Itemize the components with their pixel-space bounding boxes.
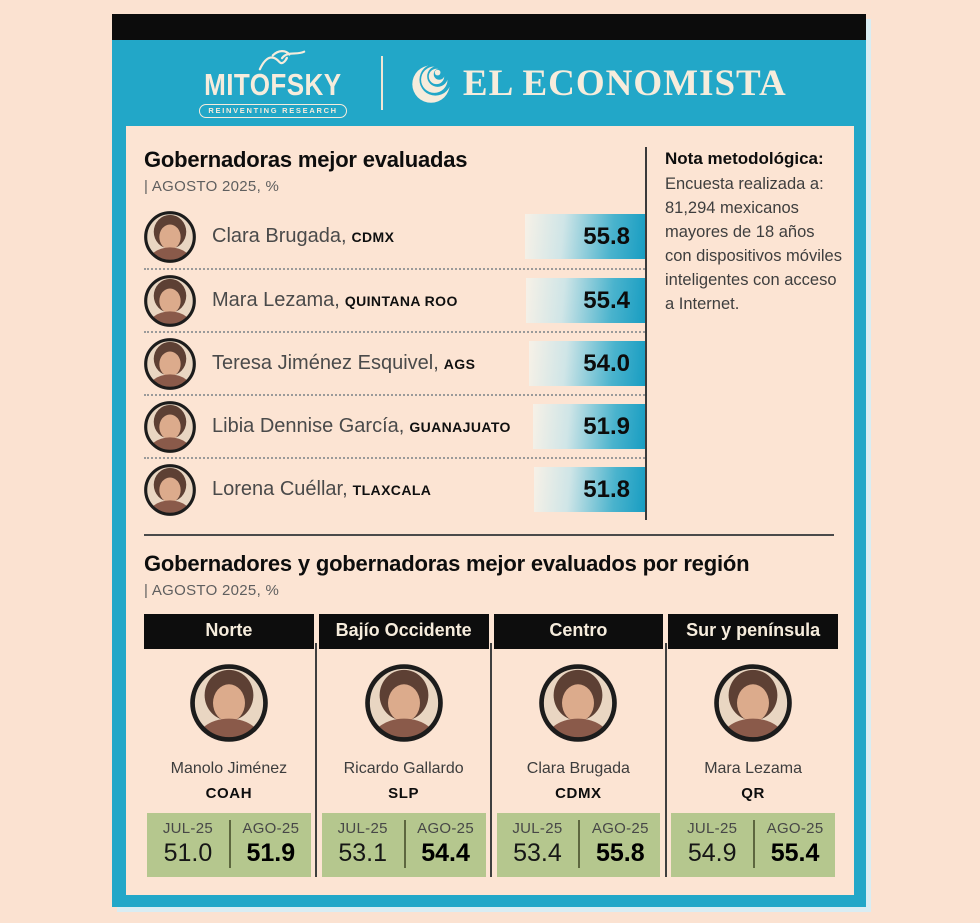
governor-name: Clara Brugada, (212, 225, 347, 247)
region-governor-state: COAH (205, 785, 253, 802)
mitofsky-wordmark: MITOFSKY (204, 67, 342, 103)
score-bar: 54.0 (529, 341, 645, 386)
jul-value: 53.1 (338, 839, 388, 867)
portrait-mara-lezama-region (714, 664, 792, 742)
methodology-note: Nota metodológica: Encuesta realizada a:… (645, 147, 843, 520)
list-item: Libia Dennise García, GUANAJUATO 51.9 (144, 394, 645, 457)
score-bar: 51.8 (534, 467, 645, 512)
mitofsky-logo: MITOFSKY REINVENTING RESEARCH (191, 48, 355, 118)
infographic-card: MITOFSKY REINVENTING RESEARCH EL ECONOMI… (112, 14, 866, 907)
section-divider (144, 534, 834, 536)
score-bar: 51.9 (533, 404, 645, 449)
score-table: JUL-25 53.1 AGO-25 54.4 (321, 813, 486, 877)
portrait-libia-dennise (144, 401, 196, 453)
ago-label: AGO-25 (417, 820, 474, 837)
jul-label: JUL-25 (512, 820, 563, 837)
ago-value: 51.9 (246, 839, 296, 867)
score-bar: 55.8 (525, 214, 645, 259)
governor-state: TLAXCALA (352, 482, 432, 498)
region-governor-name: Clara Brugada (526, 760, 630, 777)
governor-state: AGS (443, 356, 476, 372)
portrait-manolo-jimenez (190, 664, 268, 742)
portrait-teresa-jimenez (144, 338, 196, 390)
ago-value: 55.8 (595, 839, 645, 867)
region-governor-state: SLP (388, 785, 420, 802)
jul-label: JUL-25 (687, 820, 738, 837)
score-bar: 55.4 (526, 278, 645, 323)
jul-value: 53.4 (513, 839, 562, 867)
list-item: Lorena Cuéllar, TLAXCALA 51.8 (144, 457, 645, 520)
mitofsky-horse-icon (258, 50, 306, 71)
section-por-region: Gobernadores y gobernadoras mejor evalua… (140, 551, 843, 877)
jul-label: JUL-25 (337, 820, 388, 837)
section1-subtitle: | AGOSTO 2025, % (144, 178, 280, 195)
region-governor-name: Mara Lezama (704, 760, 803, 777)
portrait-ricardo-gallardo (365, 664, 443, 742)
portrait-clara-brugada (144, 211, 196, 263)
region-governor-state: QR (741, 785, 765, 802)
gobernadoras-ranking: Gobernadoras mejor evaluadas | AGOSTO 20… (140, 147, 645, 520)
methodology-note-title: Nota metodológica: (665, 149, 824, 168)
logo-divider (380, 56, 383, 110)
governor-name: Lorena Cuéllar, (212, 478, 348, 500)
ago-label: AGO-25 (591, 820, 649, 837)
list-item: Mara Lezama, QUINTANA ROO 55.4 (144, 268, 645, 331)
portrait-clara-brugada-region (539, 664, 617, 742)
region-header: Norte (144, 614, 314, 649)
jul-value: 54.9 (687, 839, 737, 867)
section2-subtitle: | AGOSTO 2025, % (144, 582, 280, 599)
jul-value: 51.0 (163, 839, 213, 867)
ago-label: AGO-25 (242, 820, 300, 837)
jul-label: JUL-25 (162, 820, 214, 837)
governor-name: Teresa Jiménez Esquivel, (212, 352, 439, 374)
region-column-centro: Centro Clara Brugada CDMX JUL-25 53.4 AG… (490, 614, 664, 877)
el-economista-globe-icon (412, 63, 452, 103)
region-governor-state: CDMX (555, 785, 602, 802)
region-column-norte: Norte Manolo Jiménez COAH JUL-25 51.0 AG… (144, 614, 314, 877)
portrait-lorena-cuellar (144, 464, 196, 516)
content-panel: Gobernadoras mejor evaluadas | AGOSTO 20… (126, 126, 854, 895)
region-grid: Norte Manolo Jiménez COAH JUL-25 51.0 AG… (144, 614, 838, 877)
portrait-mara-lezama (144, 275, 196, 327)
header-logos: MITOFSKY REINVENTING RESEARCH EL ECONOMI… (112, 40, 866, 126)
region-column-sur-peninsula: Sur y península Mara Lezama QR JUL-25 54… (664, 614, 838, 877)
governor-state: GUANAJUATO (409, 419, 511, 435)
ranking-list: Clara Brugada, CDMX 55.8 Mara Lezama, QUIN… (144, 205, 645, 520)
region-header: Bajío Occidente (318, 614, 489, 649)
list-item: Teresa Jiménez Esquivel, AGS 54.0 (144, 331, 645, 394)
region-column-bajio-occidente: Bajío Occidente Ricardo Gallardo SLP JUL… (315, 614, 489, 877)
ago-value: 55.4 (770, 839, 820, 867)
mitofsky-tagline: REINVENTING RESEARCH (199, 104, 347, 118)
ago-value: 54.4 (421, 839, 470, 867)
governor-name: Libia Dennise García, (212, 415, 405, 437)
section1-title: Gobernadoras mejor evaluadas (144, 147, 468, 172)
section2-title: Gobernadores y gobernadoras mejor evalua… (144, 551, 750, 576)
score-table: JUL-25 51.0 AGO-25 51.9 (147, 813, 311, 877)
region-header: Sur y península (668, 614, 838, 649)
region-header: Centro (493, 614, 664, 649)
score-table: JUL-25 53.4 AGO-25 55.8 (496, 813, 661, 877)
governor-state: QUINTANA ROO (344, 293, 458, 309)
el-economista-wordmark: EL ECONOMISTA (462, 62, 787, 104)
el-economista-logo: EL ECONOMISTA (409, 61, 787, 105)
score-table: JUL-25 54.9 AGO-25 55.4 (671, 813, 835, 877)
top-black-bar (112, 14, 866, 40)
section-gobernadoras: Gobernadoras mejor evaluadas | AGOSTO 20… (140, 147, 843, 520)
region-governor-name: Ricardo Gallardo (343, 760, 464, 777)
ago-label: AGO-25 (766, 820, 824, 837)
methodology-note-body: Encuesta realizada a: 81,294 mexicanos m… (665, 175, 842, 313)
governor-name: Mara Lezama, (212, 289, 340, 311)
region-governor-name: Manolo Jiménez (170, 760, 288, 777)
governor-state: CDMX (351, 229, 395, 245)
list-item: Clara Brugada, CDMX 55.8 (144, 205, 645, 268)
